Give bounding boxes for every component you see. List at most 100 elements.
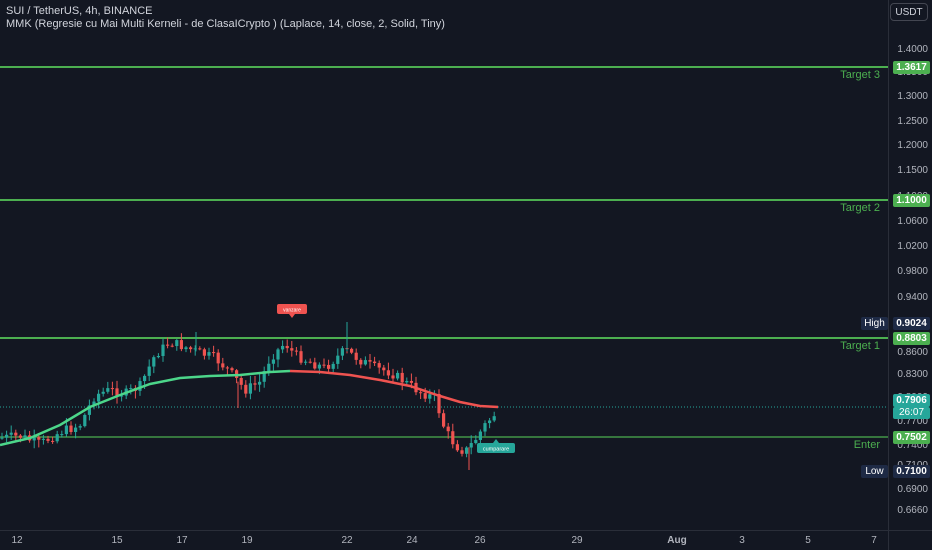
candle (285, 345, 289, 349)
time-label: 3 (739, 535, 745, 546)
candle (354, 352, 358, 360)
candle (396, 372, 400, 379)
time-label: 7 (871, 535, 877, 546)
sell-signal[interactable]: vanzare (277, 304, 307, 318)
candle (138, 381, 142, 391)
candle (322, 364, 326, 366)
candle (474, 439, 478, 444)
candle (60, 434, 64, 436)
candle (184, 347, 188, 350)
candle (478, 431, 482, 440)
candle (340, 348, 344, 356)
price-axis[interactable]: 1.40001.35001.30001.25001.20001.15001.10… (888, 0, 932, 530)
candle (212, 352, 216, 354)
candle (455, 444, 459, 451)
price-tick: 0.7400 (897, 440, 928, 451)
candle (41, 438, 45, 440)
candle (193, 348, 197, 350)
price-tick: 1.2000 (897, 140, 928, 151)
candle (359, 359, 363, 365)
time-label: 19 (241, 535, 253, 546)
candle (377, 363, 381, 368)
candle (225, 367, 229, 369)
target1-label: Target 1 (840, 340, 880, 352)
enter-price-tag: 0.7502 (893, 431, 930, 444)
indicator-legend[interactable]: MMK (Regresie cu Mai Multi Kerneli - de … (6, 18, 445, 30)
candle (244, 384, 248, 394)
target1-price-tag: 0.8803 (893, 332, 930, 345)
candle (382, 367, 386, 371)
candle (336, 355, 340, 364)
time-label: 29 (571, 535, 583, 546)
candle (400, 372, 404, 383)
buy-signal[interactable]: cumparare (477, 439, 515, 453)
candle (74, 427, 78, 432)
candle (83, 414, 87, 427)
candles-group (0, 322, 496, 470)
chart-area[interactable]: vanzare cumparare SUI / TetherUS, 4h, BI… (0, 0, 888, 530)
time-axis[interactable]: 12 15 17 19 22 24 26 29 Aug 3 5 7 (0, 530, 888, 550)
candle (262, 371, 266, 382)
candle (437, 393, 441, 414)
sell-signal-label: vanzare (283, 308, 301, 314)
time-label: 26 (474, 535, 486, 546)
candle (465, 447, 469, 454)
candle (170, 345, 174, 347)
target2-price-tag: 1.1000 (893, 194, 930, 207)
time-label: 24 (406, 535, 418, 546)
regression-line-down (289, 369, 499, 409)
low-price-tag: 0.7100 (893, 465, 930, 478)
high-label: High (861, 317, 888, 330)
candle (368, 360, 372, 362)
candle (442, 413, 446, 427)
candle (253, 383, 257, 385)
price-chart[interactable]: vanzare cumparare (0, 0, 888, 530)
candle (156, 356, 160, 358)
candle (230, 368, 234, 371)
candle (115, 388, 119, 397)
target3-label: Target 3 (840, 69, 880, 81)
candle (37, 437, 41, 440)
price-tick: 1.0200 (897, 241, 928, 252)
time-label: Aug (667, 535, 687, 546)
candle (267, 363, 271, 372)
currency-button[interactable]: USDT (890, 3, 928, 21)
price-tick: 0.8300 (897, 369, 928, 380)
candle (120, 395, 124, 397)
candle (363, 360, 367, 365)
candle (423, 393, 427, 399)
enter-label: Enter (853, 439, 880, 451)
candle (179, 340, 183, 350)
candle (92, 401, 96, 406)
symbol-legend[interactable]: SUI / TetherUS, 4h, BINANCE (6, 5, 153, 17)
candle (258, 381, 262, 385)
candle (64, 425, 68, 435)
candle (460, 450, 464, 454)
candle (488, 420, 492, 424)
candle (373, 361, 377, 364)
price-tick: 0.8600 (897, 347, 928, 358)
candle (198, 348, 202, 350)
candle (391, 375, 395, 379)
candle (147, 366, 151, 376)
candle (87, 405, 91, 415)
candle (409, 380, 413, 383)
candle (290, 348, 294, 351)
candle (248, 383, 252, 394)
candle (51, 440, 55, 442)
candle (483, 423, 487, 432)
price-tick: 0.6660 (897, 505, 928, 516)
candle (106, 388, 110, 392)
current-price-tag: 0.7906 (893, 394, 930, 407)
candle (276, 349, 280, 360)
time-label: 15 (111, 535, 123, 546)
candle (317, 364, 321, 369)
candle (350, 348, 354, 353)
candle (9, 432, 13, 435)
price-tick: 1.2500 (897, 116, 928, 127)
target3-price-tag: 1.3617 (893, 61, 930, 74)
price-tick: 1.3000 (897, 91, 928, 102)
regression-line-up (0, 369, 291, 447)
candle (189, 347, 193, 350)
high-price-tag: 0.9024 (893, 317, 930, 330)
